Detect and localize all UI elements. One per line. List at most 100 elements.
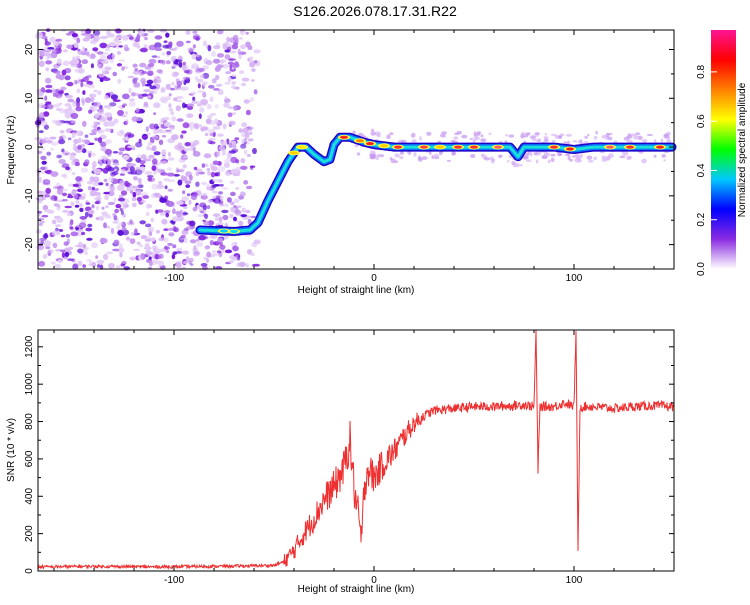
ridge-hotspot: [420, 145, 428, 149]
noise-speckle: [118, 151, 123, 156]
ridge-halo-speckle: [370, 131, 377, 136]
noise-speckle: [230, 85, 237, 89]
noise-speckle: [159, 160, 168, 164]
noise-speckle: [162, 44, 170, 49]
ridge-halo-speckle: [399, 151, 404, 155]
noise-speckle: [145, 249, 151, 254]
ridge-halo-speckle: [558, 135, 562, 139]
noise-speckle: [72, 172, 76, 176]
noise-speckle: [149, 138, 155, 144]
noise-speckle: [163, 237, 169, 243]
noise-speckle: [232, 62, 240, 68]
noise-speckle: [214, 217, 220, 221]
noise-speckle: [70, 120, 76, 124]
noise-speckle: [163, 117, 169, 121]
noise-speckle: [149, 123, 156, 130]
noise-speckle: [79, 207, 84, 213]
noise-speckle: [70, 219, 74, 226]
noise-speckle: [202, 81, 207, 87]
ridge-halo-speckle: [389, 157, 393, 161]
noise-speckle: [184, 142, 191, 147]
noise-speckle: [173, 227, 179, 233]
noise-speckle: [36, 174, 41, 177]
ridge-halo-speckle: [646, 134, 654, 136]
ridge-halo-speckle: [480, 138, 487, 143]
noise-speckle: [82, 247, 88, 254]
y-tick-label: 0: [24, 144, 35, 150]
noise-speckle: [217, 89, 224, 96]
colorbar-tick-label: 0.2: [696, 212, 707, 226]
noise-speckle: [41, 214, 49, 218]
noise-speckle: [86, 80, 93, 85]
noise-speckle: [153, 88, 158, 95]
noise-speckle: [186, 103, 195, 108]
noise-speckle: [64, 75, 71, 81]
ridge-halo-speckle: [511, 161, 516, 166]
noise-speckle: [43, 240, 52, 247]
noise-speckle: [200, 194, 208, 200]
noise-speckle: [76, 97, 81, 104]
noise-speckle: [80, 81, 84, 88]
noise-speckle: [173, 97, 178, 102]
noise-speckle: [104, 112, 113, 118]
noise-speckle: [128, 87, 132, 94]
noise-speckle: [104, 139, 112, 145]
noise-speckle: [144, 239, 152, 242]
noise-speckle: [176, 40, 184, 47]
noise-speckle: [52, 92, 57, 98]
noise-speckle: [160, 87, 166, 93]
noise-speckle: [125, 236, 131, 241]
noise-speckle: [217, 133, 224, 137]
noise-speckle: [245, 209, 251, 214]
noise-speckle: [125, 111, 129, 115]
noise-speckle: [221, 149, 226, 156]
noise-speckle: [144, 243, 150, 250]
noise-speckle: [117, 34, 123, 39]
noise-speckle: [114, 208, 119, 214]
noise-speckle: [45, 89, 53, 93]
noise-speckle: [96, 108, 104, 113]
noise-speckle: [216, 250, 222, 254]
noise-speckle: [42, 111, 50, 117]
ridge-halo-speckle: [399, 156, 404, 160]
noise-speckle: [222, 123, 227, 130]
noise-speckle: [172, 244, 177, 249]
noise-speckle: [153, 112, 157, 115]
ridge-halo-speckle: [550, 153, 556, 157]
ridge-halo-speckle: [446, 159, 451, 162]
noise-speckle: [231, 44, 238, 50]
noise-speckle: [211, 190, 218, 194]
ridge-halo-speckle: [574, 153, 580, 158]
noise-speckle: [159, 129, 168, 134]
noise-speckle: [88, 109, 93, 114]
noise-speckle: [93, 121, 97, 124]
noise-speckle: [143, 101, 149, 107]
ridge-hotspot: [436, 145, 444, 149]
noise-speckle: [228, 120, 236, 126]
noise-speckle: [78, 196, 86, 200]
noise-speckle: [76, 88, 81, 94]
noise-speckle: [108, 33, 115, 38]
ridge-halo-speckle: [506, 160, 510, 163]
noise-speckle: [129, 166, 135, 173]
noise-speckle: [113, 215, 118, 221]
noise-speckle: [95, 206, 100, 210]
ridge-halo-speckle: [441, 131, 448, 135]
ridge-halo-speckle: [374, 155, 380, 161]
noise-speckle: [165, 32, 170, 38]
ridge-halo-speckle: [654, 139, 657, 144]
noise-speckle: [212, 160, 219, 166]
ridge-halo-speckle: [567, 155, 571, 161]
noise-speckle: [44, 180, 50, 183]
noise-speckle: [89, 105, 95, 110]
noise-speckle: [128, 98, 135, 102]
noise-speckle: [166, 250, 170, 254]
noise-speckle: [189, 144, 196, 148]
ridge-halo-speckle: [627, 155, 632, 159]
noise-speckle: [213, 45, 221, 50]
noise-speckle: [72, 56, 76, 61]
noise-speckle: [87, 186, 92, 191]
noise-speckle: [146, 145, 151, 151]
noise-speckle: [185, 184, 191, 189]
spectrogram-y-ticks: -20 -10 0 10 20: [24, 44, 674, 270]
